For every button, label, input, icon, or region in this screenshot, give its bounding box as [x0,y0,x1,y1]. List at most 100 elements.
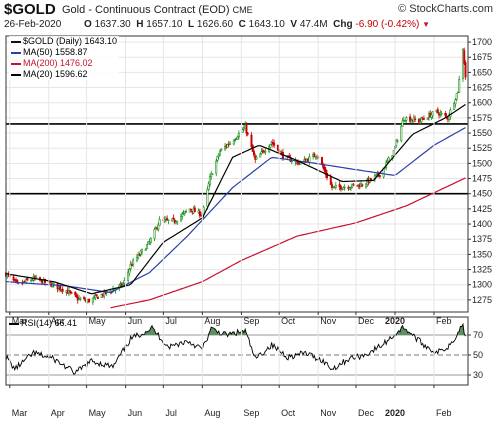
candle-body [211,173,214,176]
candle-body [49,281,52,284]
rsi-x-tick-label: Oct [281,408,296,418]
price-tick-label: 1300 [472,280,492,290]
moving-averages [5,104,466,309]
candle-body [179,215,182,221]
candle-body [96,296,99,299]
candle-body [26,278,29,281]
price-x-tick-label: May [89,316,107,326]
candle-body [343,186,346,189]
candle-body [339,185,342,190]
candle-body [181,213,184,217]
low-label: L [188,19,195,30]
candle-body [224,145,227,150]
candle-body [139,250,142,255]
rsi-x-tick-label: Dec [358,408,375,418]
legend-ma200-label: MA(200) 1476.02 [23,58,93,68]
rsi-tick-label: 50 [473,350,483,360]
candle-body [449,109,452,118]
price-tick-label: 1425 [472,204,492,214]
price-x-tick-label: Nov [320,316,337,326]
candle-body [252,151,255,156]
rsi-x-tick-label: Apr [51,408,65,418]
legend-ma50-label: MA(50) 1558.87 [23,47,88,57]
candle-body [61,288,64,292]
change-value: -6.90 (-0.42%) [355,19,420,30]
candle-body [276,144,279,151]
price-tick-label: 1375 [472,234,492,244]
stockcharts-watermark[interactable]: © StockCharts.com [398,3,493,15]
price-x-tick-label: Dec [358,316,375,326]
legend-ma50-swatch [11,51,21,54]
candle-body [290,160,293,163]
open-label: O [84,19,92,30]
quote-date: 26-Feb-2020 [4,19,62,30]
candle-body [431,111,434,117]
rsi-x-tick-label: Aug [204,408,220,418]
candle-body [166,218,169,221]
candle-body [261,150,264,152]
candle-body [234,139,237,141]
candle-body [414,118,417,121]
candle-body [137,253,140,259]
candle-body [342,187,345,190]
candle-body [198,211,201,217]
candle-body [400,125,403,141]
candle-body [176,220,179,224]
legend-ma20-label: MA(20) 1596.62 [23,69,88,79]
chart-header: $GOLD Gold - Continuous Contract (EOD) C… [0,0,499,36]
candle-body [241,129,244,133]
rsi-x-tick-label: Nov [320,408,337,418]
rsi-x-tick-label: May [89,408,107,418]
price-x-tick-label: Aug [204,316,220,326]
symbol: $GOLD [4,1,56,18]
ma200-line [110,177,466,309]
candle-body [69,290,72,293]
candle-body [129,263,132,269]
price-tick-label: 1550 [472,128,492,138]
price-axis: 1275 1300 1325 1350 1375 1400 1425 1450 1475 1500… [468,37,492,305]
candle-body [395,140,398,146]
price-x-tick-label: Sep [243,316,259,326]
candle-body [123,280,126,284]
volume-value: 47.4M [299,19,328,30]
candle-body [410,119,413,123]
price-x-tick-label: Jul [165,316,177,326]
candle-body [246,132,249,135]
candle-body [219,150,222,156]
candle-body [226,143,229,148]
candle-body [91,297,94,303]
down-arrow-icon: ▼ [422,20,431,29]
ma20-line [5,104,466,295]
rsi-tick-label: 30 [473,370,483,380]
high-value: 1657.10 [146,19,183,30]
candle-body [329,177,332,185]
price-tick-label: 1475 [472,174,492,184]
rsi-x-tick-label: Jul [165,408,177,418]
legend-ma50: MA(50) 1558.87 [11,47,117,58]
candle-body [313,153,316,158]
price-tick-label: 1625 [472,83,492,93]
price-x-tick-label: Jun [128,316,143,326]
candle-body [308,156,311,163]
candle-body [409,116,412,122]
instrument-name: Gold - Continuous Contract (EOD) CME [62,4,253,16]
candle-body [83,297,86,300]
candle-body [232,140,235,145]
candle-body [269,144,272,148]
candle-body [464,62,467,78]
candle-body [220,148,223,151]
price-tick-label: 1275 [472,295,492,305]
instrument-title: Gold - Continuous Contract (EOD) [62,4,230,16]
rsi-x-tick-label: 2020 [385,408,405,418]
candle-body [173,219,176,223]
candle-body [404,120,407,122]
candle-body [149,238,152,243]
rsi-overbought-fill [457,324,465,335]
price-tick-label: 1700 [472,37,492,47]
price-tick-label: 1650 [472,67,492,77]
candle-body [70,292,73,294]
candle-body [396,140,399,142]
candle-body [56,283,59,290]
candle-body [128,268,131,274]
change-label: Chg [333,19,353,30]
